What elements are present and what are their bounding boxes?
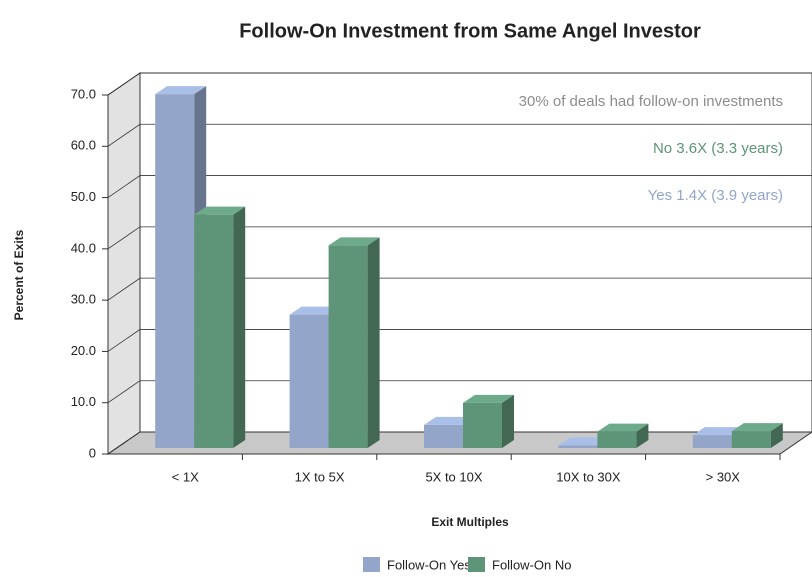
grid-line: [107, 123, 812, 147]
bar-top: [692, 427, 744, 436]
y-tick-label: 30.0: [71, 292, 96, 307]
bar-top: [155, 86, 207, 95]
bar: [289, 314, 329, 448]
bar-side: [636, 423, 649, 448]
bar-top: [597, 423, 649, 432]
chart-title: Follow-On Investment from Same Angel Inv…: [239, 20, 701, 42]
bar-top: [289, 306, 341, 315]
bar-top: [194, 206, 246, 215]
y-tick-label: 70.0: [71, 86, 96, 101]
bar: [558, 445, 598, 448]
bar-top: [328, 237, 380, 246]
y-axis-label: Percent of Exits: [12, 229, 26, 320]
legend-swatch: [363, 557, 380, 572]
bar-top: [463, 394, 514, 403]
bar: [328, 245, 368, 448]
x-tick-label: > 30X: [706, 469, 741, 484]
y-tick-label: 20.0: [71, 343, 96, 358]
annotation: No 3.6X (3.3 years): [653, 140, 783, 157]
y-tick-label: 10.0: [71, 394, 96, 409]
bar-side: [770, 423, 783, 448]
x-axis-label: Exit Multiples: [431, 515, 509, 529]
bar: [424, 424, 463, 448]
grid-line: [107, 329, 812, 352]
x-tick-label: 10X to 30X: [556, 469, 621, 484]
y-tick-label: 60.0: [71, 138, 96, 153]
bar-top: [424, 416, 475, 425]
grid-line: [107, 277, 812, 301]
annotation: 30% of deals had follow-on investments: [519, 93, 783, 110]
grid-line: [107, 431, 812, 455]
legend-swatch: [468, 557, 485, 572]
legend-label: Follow-On No: [492, 557, 571, 572]
bar: [731, 431, 771, 448]
bar: [692, 435, 732, 448]
bar-side: [502, 394, 514, 448]
grid-line: [107, 226, 812, 250]
x-tick-label: 1X to 5X: [295, 469, 345, 484]
bar: [463, 402, 502, 448]
x-tick-label: < 1X: [172, 469, 199, 484]
y-tick-label: 0: [89, 445, 96, 460]
y-tick-label: 40.0: [71, 240, 96, 255]
bar: [155, 94, 195, 448]
grid-line: [107, 380, 812, 404]
legend-label: Follow-On Yes: [387, 557, 471, 572]
bar-top: [731, 423, 783, 432]
bar: [194, 214, 234, 448]
annotation: Yes 1.4X (3.9 years): [648, 187, 783, 204]
bar-top: [558, 437, 610, 446]
side-wall: [107, 72, 141, 455]
bar: [597, 431, 637, 448]
grid-line: [107, 72, 812, 96]
x-tick-label: 5X to 10X: [425, 469, 482, 484]
bar-side: [233, 206, 246, 448]
grid-line: [107, 175, 812, 198]
y-tick-label: 50.0: [71, 189, 96, 204]
bar-side: [367, 237, 380, 448]
